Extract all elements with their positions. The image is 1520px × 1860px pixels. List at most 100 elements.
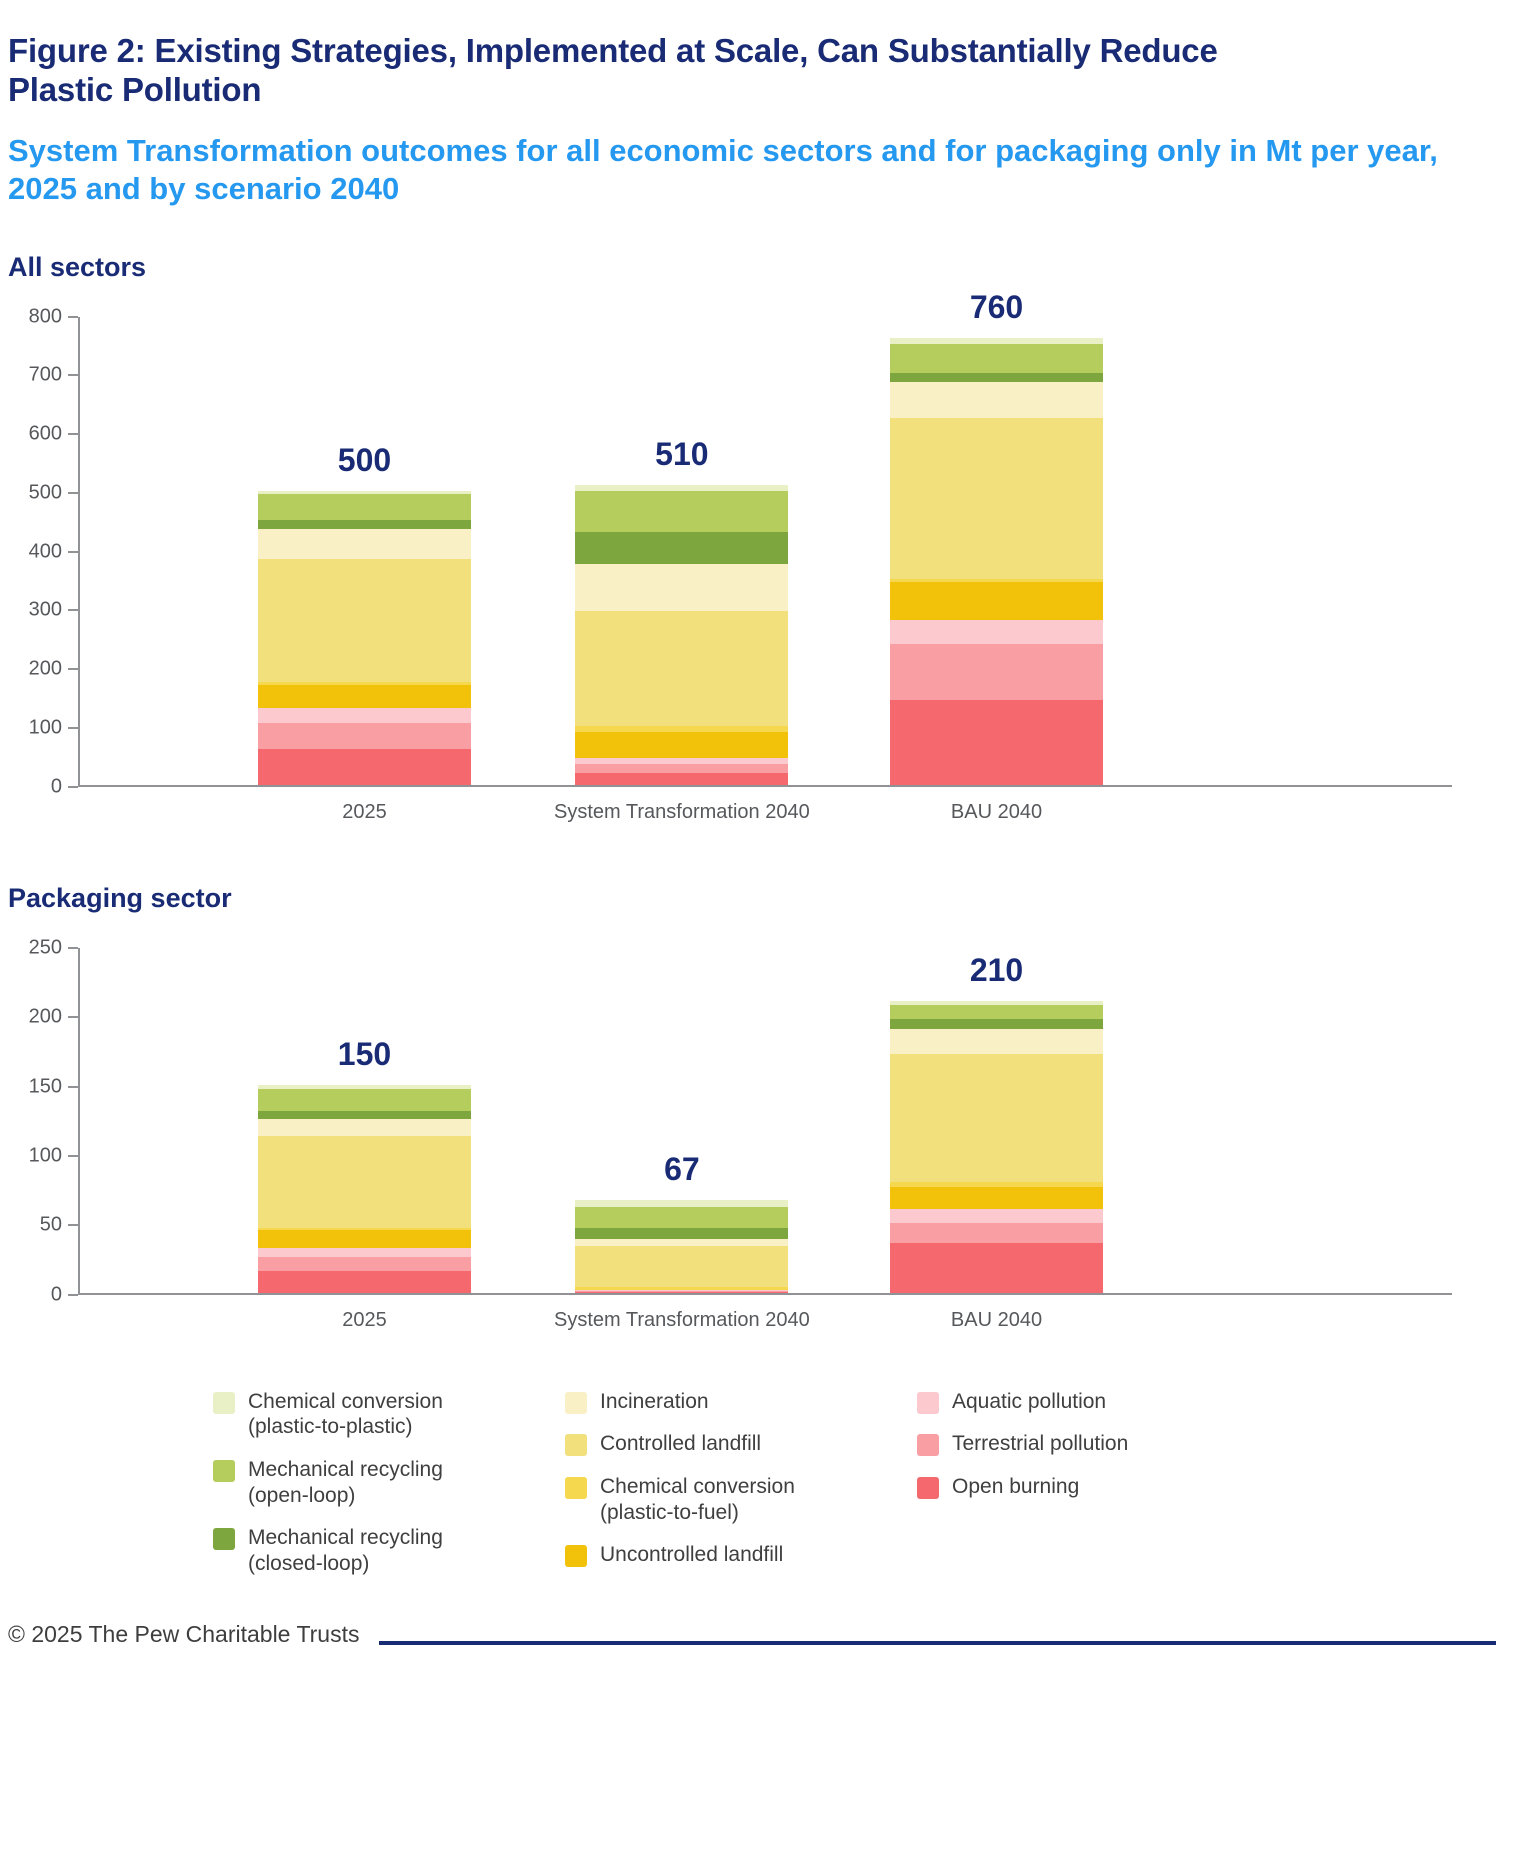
bar-segment bbox=[575, 758, 789, 765]
bar-segment bbox=[890, 338, 1103, 345]
category-label: System Transformation 2040 bbox=[554, 1308, 810, 1331]
bar-segment bbox=[257, 1227, 471, 1231]
category-label: BAU 2040 bbox=[950, 1308, 1043, 1331]
y-tick-label: 100 bbox=[28, 716, 62, 739]
y-tick-mark bbox=[68, 374, 78, 377]
bar-total-label: 210 bbox=[969, 952, 1024, 989]
bar-segment bbox=[890, 382, 1103, 418]
legend-label: Mechanical recycling (open-loop) bbox=[248, 1457, 443, 1507]
bar-segment bbox=[257, 529, 471, 559]
y-tick-mark bbox=[68, 315, 78, 318]
legend-label: Uncontrolled landfill bbox=[600, 1543, 784, 1567]
bar-total-label: 500 bbox=[337, 441, 392, 478]
legend-swatch bbox=[565, 1476, 587, 1499]
bar-segment bbox=[257, 1270, 471, 1293]
legend-label: Aquatic pollution bbox=[952, 1389, 1107, 1413]
bar-segment bbox=[257, 1110, 471, 1120]
bar-system-transformation-2040 bbox=[575, 485, 789, 785]
bar-segment bbox=[575, 1199, 789, 1207]
bar-segment bbox=[890, 579, 1103, 583]
bar-segment bbox=[575, 772, 789, 785]
legend-column-2: Incineration Controlled landfill Chemical … bbox=[565, 1389, 917, 1594]
x-axis-line bbox=[78, 1292, 1452, 1295]
bar-segment bbox=[890, 1209, 1103, 1224]
y-tick-label: 0 bbox=[50, 775, 62, 798]
legend-item: Controlled landfill bbox=[565, 1431, 917, 1457]
bar-segment bbox=[575, 764, 789, 773]
packaging-sector-section: Packaging sector 0 50 100 150 200 250 150 2025 6… bbox=[8, 883, 1496, 1345]
bar-segment bbox=[890, 1223, 1103, 1243]
y-tick-mark bbox=[68, 726, 78, 729]
bar-total-label: 760 bbox=[969, 289, 1024, 326]
bar-segment bbox=[890, 1187, 1103, 1210]
bar-segment bbox=[257, 490, 471, 494]
legend-label: Incineration bbox=[600, 1389, 709, 1413]
legend-label: Terrestrial pollution bbox=[952, 1432, 1129, 1456]
y-tick-mark bbox=[68, 1016, 78, 1019]
bar-segment bbox=[257, 684, 471, 709]
bar-segment bbox=[257, 749, 471, 785]
y-tick-mark bbox=[68, 550, 78, 553]
legend-label: Chemical conversion (plastic-to-plastic) bbox=[248, 1389, 443, 1439]
legend-swatch bbox=[917, 1434, 939, 1457]
y-tick-mark bbox=[68, 785, 78, 788]
all-sectors-heading: All sectors bbox=[8, 251, 147, 282]
bar-segment bbox=[890, 582, 1103, 621]
bar-segment bbox=[890, 1029, 1103, 1055]
legend-item: Mechanical recycling (open-loop) bbox=[213, 1457, 565, 1508]
plot-area: 0 50 100 150 200 250 150 2025 67 System Transform… bbox=[29, 936, 1452, 1331]
bar-segment bbox=[257, 1248, 471, 1257]
y-tick-label: 600 bbox=[28, 422, 62, 445]
bar-segment bbox=[575, 611, 789, 726]
legend-label: Chemical conversion (plastic-to-fuel) bbox=[600, 1474, 795, 1524]
bar-segment bbox=[575, 1238, 789, 1246]
plot-area: 0 100 200 300 400 500 600 700 800 500 2025 510 Syste… bbox=[29, 289, 1452, 823]
bar-system-transformation-2040 bbox=[575, 1199, 789, 1293]
y-tick-label: 400 bbox=[28, 540, 62, 563]
bar-segment bbox=[575, 485, 789, 491]
bar-segment bbox=[257, 558, 471, 682]
y-tick-mark bbox=[68, 433, 78, 436]
figure-title: Figure 2: Existing Strategies, Implement… bbox=[8, 32, 1218, 109]
bar-bau-2040 bbox=[890, 338, 1103, 785]
bar-segment bbox=[575, 1289, 789, 1292]
legend-swatch bbox=[917, 1391, 939, 1414]
bar-segment bbox=[575, 1245, 789, 1288]
bar-2025 bbox=[257, 490, 471, 785]
legend-column-3: Aquatic pollution Terrestrial pollution Op… bbox=[917, 1389, 1269, 1594]
legend-label: Mechanical recycling (closed-loop) bbox=[248, 1526, 443, 1575]
bar-segment bbox=[257, 1256, 471, 1271]
all-sectors-chart: 0 100 200 300 400 500 600 700 800 500 2025 510 Syste… bbox=[29, 289, 1452, 837]
bar-segment bbox=[575, 1292, 789, 1293]
bar-segment bbox=[575, 1206, 789, 1228]
category-label: 2025 bbox=[342, 1308, 387, 1331]
y-tick-mark bbox=[68, 1154, 78, 1157]
category-label: 2025 bbox=[342, 800, 387, 823]
y-tick-label: 250 bbox=[28, 936, 62, 959]
y-tick-label: 0 bbox=[50, 1283, 62, 1306]
bar-segment bbox=[257, 1084, 471, 1089]
bar-segment bbox=[890, 1054, 1103, 1182]
legend-item: Aquatic pollution bbox=[917, 1389, 1269, 1415]
legend-item: Open burning bbox=[917, 1474, 1269, 1500]
bar-segment bbox=[890, 1019, 1103, 1030]
packaging-sector-chart: 0 50 100 150 200 250 150 2025 67 System Transform… bbox=[29, 936, 1452, 1345]
figure-subtitle: System Transformation outcomes for all e… bbox=[8, 133, 1438, 206]
bar-segment bbox=[890, 417, 1103, 580]
y-tick-mark bbox=[68, 946, 78, 949]
bar-segment bbox=[890, 1005, 1103, 1020]
all-sectors-section: All sectors 0 100 200 300 400 500 600 700 800 500… bbox=[8, 252, 1496, 837]
y-tick-label: 300 bbox=[28, 598, 62, 621]
bar-segment bbox=[257, 1230, 471, 1249]
y-tick-label: 150 bbox=[28, 1075, 62, 1098]
y-axis-line bbox=[78, 316, 80, 787]
bar-segment bbox=[575, 532, 789, 565]
category-label: BAU 2040 bbox=[950, 800, 1043, 823]
bar-total-label: 150 bbox=[337, 1035, 392, 1072]
legend-swatch bbox=[565, 1391, 587, 1414]
bar-segment bbox=[257, 493, 471, 521]
bar-segment bbox=[257, 1119, 471, 1136]
legend-label: Controlled landfill bbox=[600, 1432, 762, 1456]
bar-segment bbox=[575, 564, 789, 612]
legend-swatch bbox=[213, 1528, 235, 1551]
